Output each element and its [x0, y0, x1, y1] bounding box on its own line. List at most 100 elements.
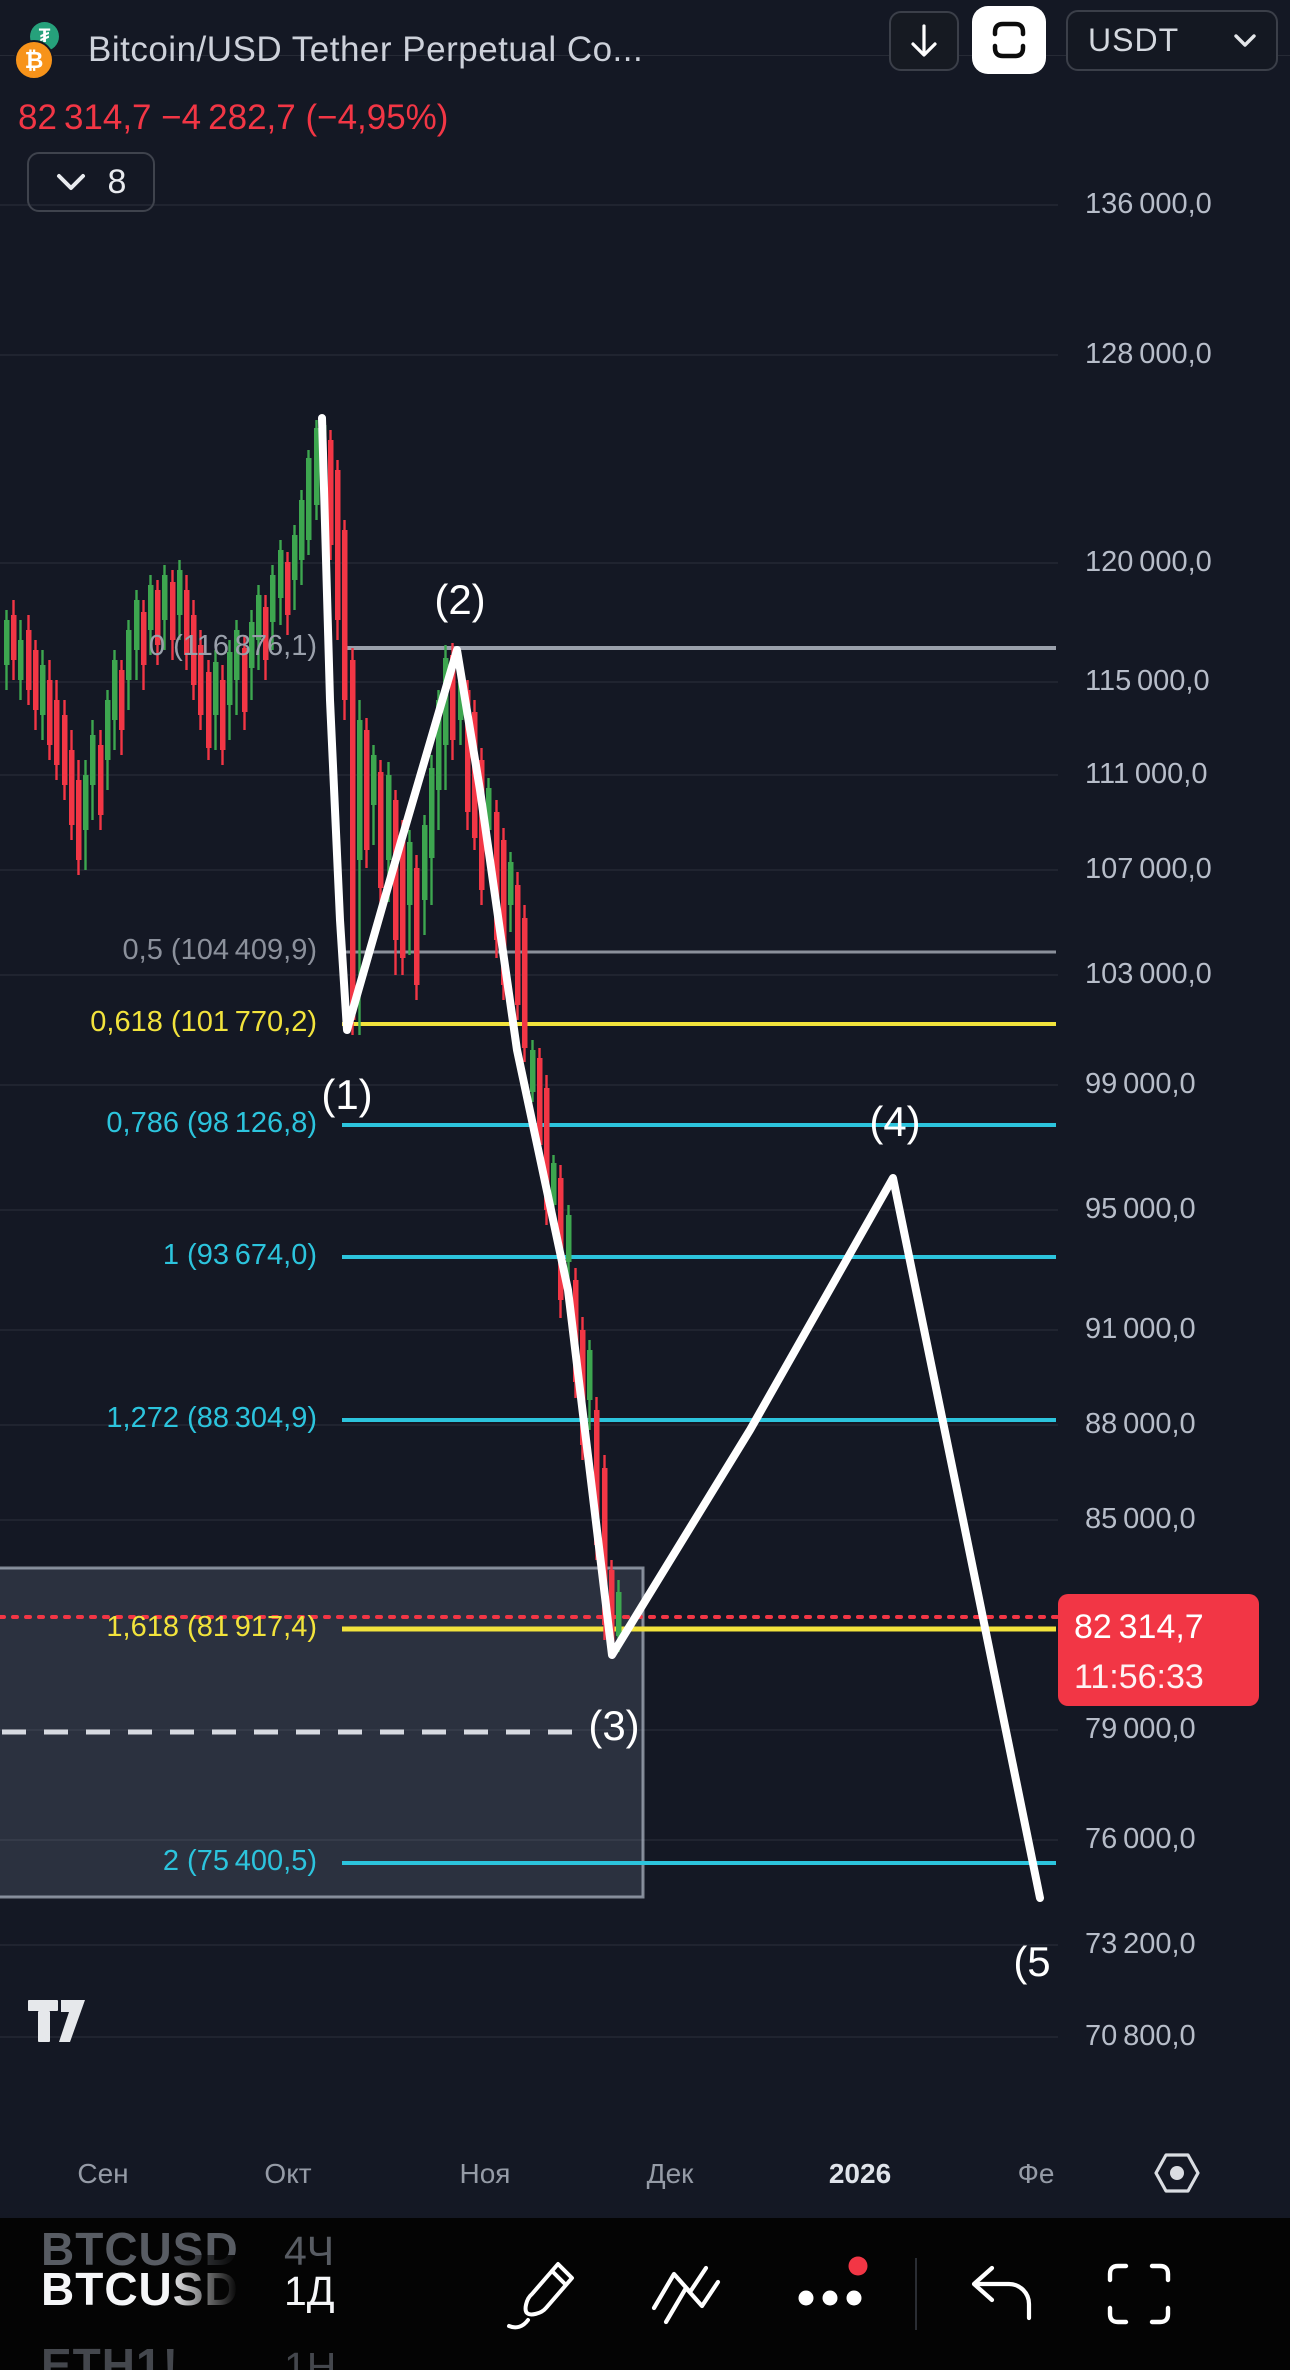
- candle-body: [335, 470, 341, 620]
- candle-body: [616, 1592, 622, 1636]
- candle-body: [551, 1163, 557, 1205]
- indicators-icon: [650, 2262, 730, 2328]
- candle-body: [436, 700, 442, 790]
- axis-settings-button[interactable]: [1152, 2150, 1202, 2196]
- candle-body: [62, 715, 68, 785]
- candle-body: [263, 607, 269, 660]
- notification-dot: [848, 2256, 868, 2276]
- candle-body: [486, 788, 492, 830]
- candle-body: [306, 458, 312, 540]
- settings-eye-icon: [1152, 2150, 1202, 2196]
- candle-body: [508, 862, 514, 905]
- download-button[interactable]: [889, 11, 959, 71]
- currency-select[interactable]: USDT: [1066, 10, 1278, 71]
- candle-body: [328, 440, 334, 545]
- candle-body: [227, 652, 233, 705]
- candle-body: [119, 670, 125, 730]
- candle-body: [414, 868, 420, 985]
- candle-body: [270, 575, 276, 622]
- candle-body: [47, 680, 53, 745]
- candle-body: [184, 590, 190, 655]
- undo-button[interactable]: [966, 2264, 1038, 2326]
- candle-body: [350, 660, 356, 1020]
- snapshot-button[interactable]: [972, 6, 1046, 74]
- header-divider: [0, 55, 1290, 56]
- candle-body: [407, 842, 413, 905]
- candle-body: [299, 500, 305, 560]
- candle-body: [450, 655, 456, 740]
- candle-body: [90, 735, 96, 785]
- chevron-down-icon: [1234, 33, 1256, 48]
- indicators-button[interactable]: [650, 2262, 730, 2328]
- candle-body: [609, 1570, 615, 1648]
- prev-interval-label: 4Ч: [284, 2228, 335, 2274]
- candle-body: [314, 428, 320, 505]
- candle-body: [249, 622, 255, 668]
- candle-body: [83, 775, 89, 830]
- fullscreen-button[interactable]: [1106, 2262, 1172, 2326]
- candle-body: [364, 730, 370, 850]
- candle-body: [11, 615, 17, 660]
- fullscreen-icon: [1106, 2262, 1172, 2326]
- candle-body: [170, 582, 176, 640]
- candle-body: [400, 835, 406, 958]
- candle-body: [522, 918, 528, 1048]
- elliott-wave-line: [318, 414, 1044, 1902]
- more-options-button[interactable]: [794, 2252, 886, 2314]
- last-price-change: 82 314,7 −4 282,7 (−4,95%): [18, 98, 449, 137]
- symbol-title[interactable]: Bitcoin/USD Tether Perpetual Co...: [88, 30, 644, 69]
- candle-body: [134, 600, 140, 650]
- arrow-down-icon: [907, 22, 941, 60]
- candle-body: [206, 672, 212, 748]
- symbol-picker-next[interactable]: ETH1! 1Н: [41, 2338, 336, 2370]
- tradingview-logo: [28, 1998, 88, 2048]
- candle-body: [26, 630, 32, 690]
- candle-body: [213, 662, 219, 715]
- candle-body: [69, 750, 75, 825]
- candle-body: [4, 620, 10, 665]
- candle-body: [191, 615, 197, 685]
- candle-body: [98, 745, 104, 815]
- symbol-fade-overlay: [168, 2255, 238, 2321]
- interval-label: 1Д: [284, 2268, 335, 2314]
- legend-collapse-button[interactable]: 8: [27, 152, 155, 212]
- candle-body: [242, 648, 248, 712]
- candle-body: [515, 885, 521, 1005]
- candle-body: [342, 530, 348, 700]
- candle-body: [105, 700, 111, 760]
- candle-body: [234, 630, 240, 680]
- snapshot-icon: [987, 18, 1031, 62]
- candle-body: [544, 1088, 550, 1210]
- candle-body: [155, 590, 161, 645]
- candle-body: [292, 535, 298, 580]
- candle-body: [465, 690, 471, 812]
- candle-body: [76, 780, 82, 860]
- candle-body: [537, 1058, 543, 1145]
- indicator-count: 8: [107, 162, 127, 201]
- candle-body: [256, 595, 262, 640]
- candle-body: [357, 720, 363, 860]
- candle-body: [18, 640, 24, 680]
- candle-body: [422, 825, 428, 900]
- next-symbol-label: ETH1!: [41, 2339, 179, 2370]
- candle-body: [566, 1215, 572, 1262]
- undo-icon: [966, 2264, 1038, 2326]
- candle-body: [220, 680, 226, 750]
- candle-body: [177, 570, 183, 615]
- candle-body: [386, 775, 392, 860]
- candle-body: [429, 768, 435, 858]
- draw-button[interactable]: [506, 2258, 588, 2332]
- candle-body: [594, 1410, 600, 1545]
- candle-body: [285, 562, 291, 615]
- candle-body: [602, 1468, 608, 1625]
- candle-body: [530, 1050, 536, 1092]
- pencil-icon: [506, 2258, 588, 2332]
- symbol-label: BTCUSD: [41, 2263, 239, 2315]
- candle-body: [378, 772, 384, 888]
- candle-body: [112, 660, 118, 720]
- candle-body: [40, 665, 46, 715]
- chevron-down-icon: [56, 173, 86, 191]
- candle-body: [494, 812, 500, 940]
